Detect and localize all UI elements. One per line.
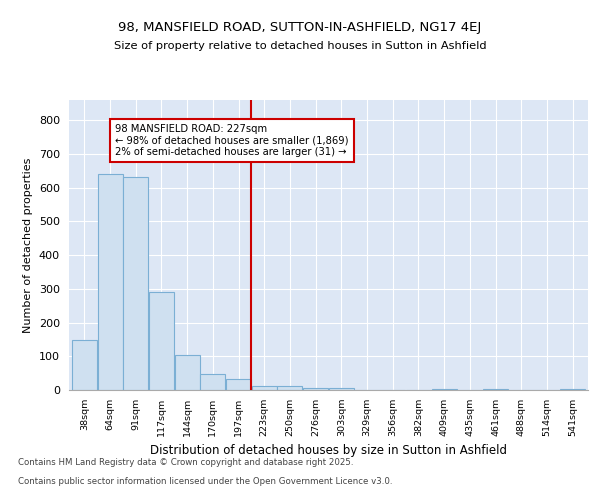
Text: Contains HM Land Registry data © Crown copyright and database right 2025.: Contains HM Land Registry data © Crown c… [18,458,353,467]
Text: Contains public sector information licensed under the Open Government Licence v3: Contains public sector information licen… [18,476,392,486]
Text: 98, MANSFIELD ROAD, SUTTON-IN-ASHFIELD, NG17 4EJ: 98, MANSFIELD ROAD, SUTTON-IN-ASHFIELD, … [118,21,482,34]
X-axis label: Distribution of detached houses by size in Sutton in Ashfield: Distribution of detached houses by size … [150,444,507,458]
Bar [149,292,174,390]
Bar [329,388,354,390]
Bar [226,379,251,390]
Bar [431,389,457,390]
Bar [175,356,200,390]
Text: Size of property relative to detached houses in Sutton in Ashfield: Size of property relative to detached ho… [113,41,487,51]
Bar [72,340,97,390]
Bar [560,389,585,390]
Bar [252,386,277,390]
Bar [98,174,122,390]
Text: 98 MANSFIELD ROAD: 227sqm
← 98% of detached houses are smaller (1,869)
2% of sem: 98 MANSFIELD ROAD: 227sqm ← 98% of detac… [115,124,349,157]
Y-axis label: Number of detached properties: Number of detached properties [23,158,33,332]
Bar [124,177,148,390]
Bar [200,374,226,390]
Bar [303,388,328,390]
Bar [277,386,302,390]
